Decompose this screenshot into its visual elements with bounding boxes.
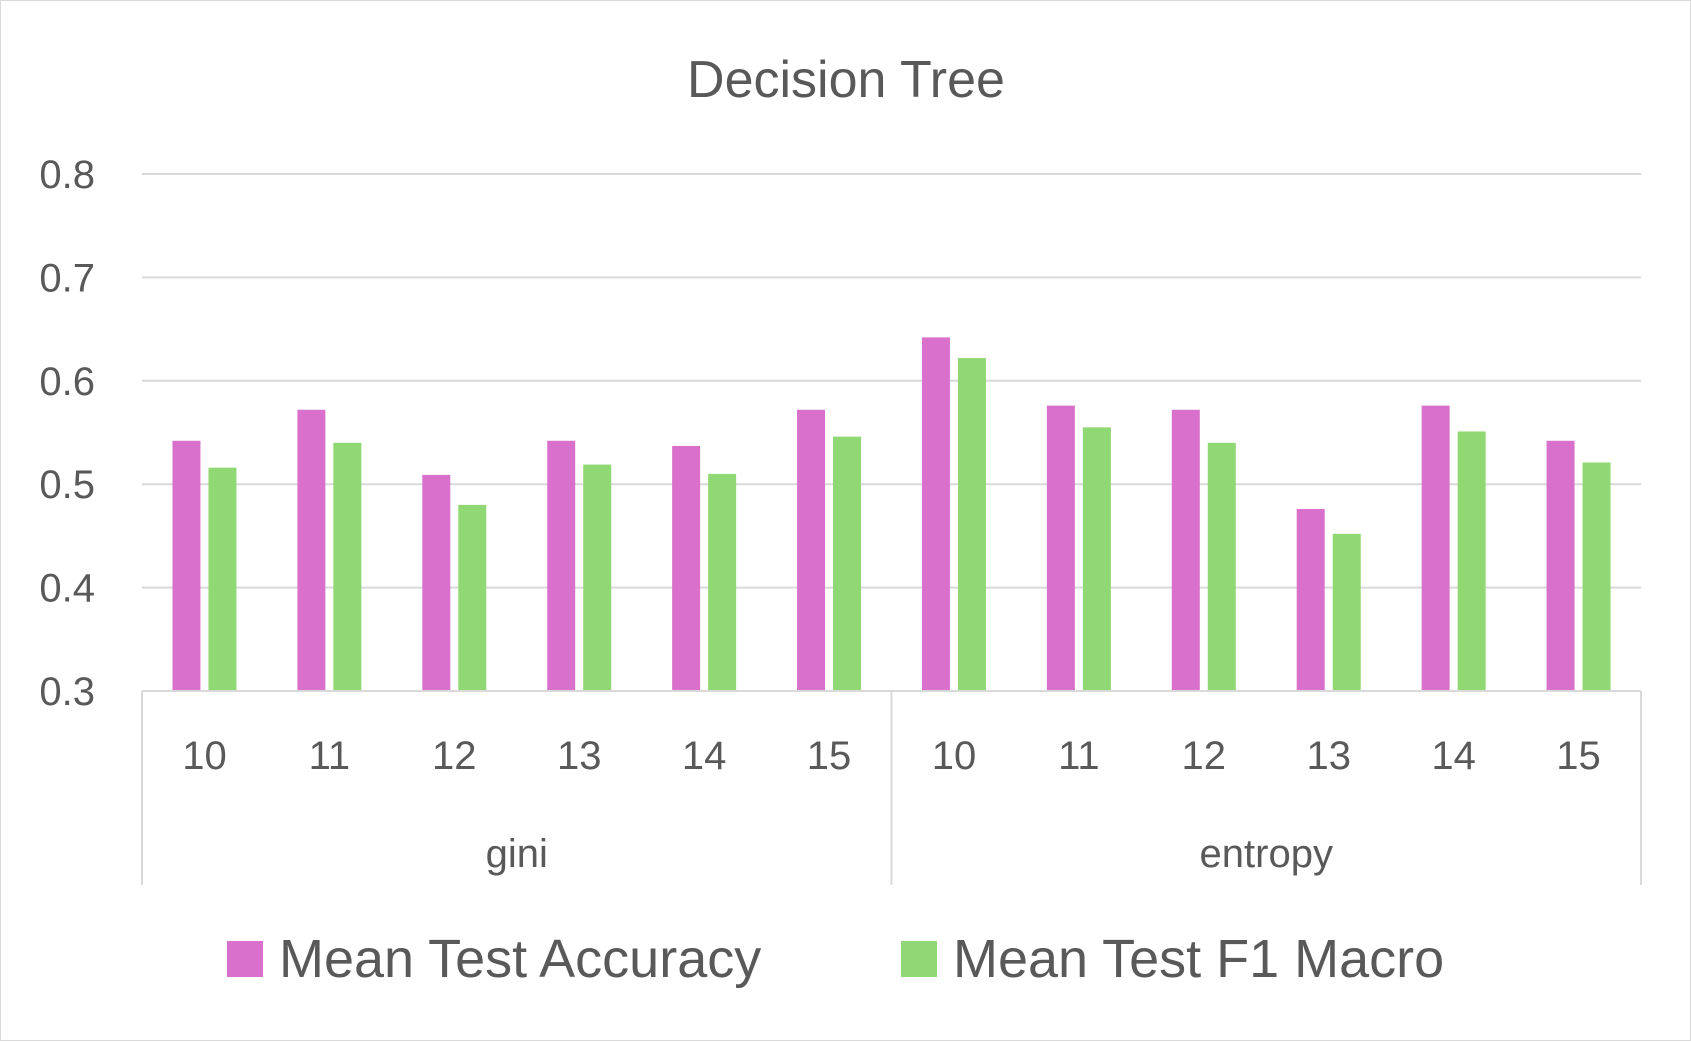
y-tick-label: 0.5 bbox=[39, 463, 95, 507]
x-tick-label: 15 bbox=[807, 734, 852, 778]
group-label: entropy bbox=[1200, 832, 1333, 876]
bar-accuracy bbox=[172, 440, 201, 691]
x-tick-label: 10 bbox=[932, 734, 977, 778]
bar-f1-macro bbox=[208, 467, 237, 691]
y-axis-ticks: 0.3 0.4 0.5 0.6 0.7 0.8 bbox=[39, 153, 95, 714]
legend-swatch bbox=[227, 941, 263, 977]
chart-title: Decision Tree bbox=[687, 51, 1005, 109]
bar-accuracy bbox=[422, 474, 451, 691]
group-label: gini bbox=[486, 832, 548, 876]
bar-f1-macro bbox=[583, 464, 612, 691]
bar-f1-macro bbox=[833, 436, 862, 691]
bar-accuracy bbox=[921, 337, 950, 691]
x-tick-label: 15 bbox=[1556, 734, 1601, 778]
x-tick-label: 11 bbox=[309, 734, 351, 778]
gridlines bbox=[142, 173, 1641, 589]
x-tick-label: 14 bbox=[682, 734, 727, 778]
x-tick-label: 12 bbox=[1182, 734, 1227, 778]
y-tick-label: 0.3 bbox=[39, 670, 95, 714]
bar-accuracy bbox=[1546, 440, 1575, 691]
x-tick-label: 12 bbox=[432, 734, 477, 778]
legend-label: Mean Test Accuracy bbox=[279, 929, 761, 989]
bars bbox=[172, 337, 1611, 691]
bar-f1-macro bbox=[708, 473, 737, 691]
legend: Mean Test Accuracy Mean Test F1 Macro bbox=[227, 929, 1444, 989]
x-tick-label: 10 bbox=[182, 734, 227, 778]
bar-f1-macro bbox=[1332, 533, 1361, 691]
bar-f1-macro bbox=[1082, 427, 1111, 691]
bar-accuracy bbox=[1296, 509, 1325, 691]
bar-accuracy bbox=[672, 445, 701, 691]
x-tick-label: 11 bbox=[1058, 734, 1100, 778]
x-tick-label: 13 bbox=[1306, 734, 1351, 778]
y-tick-label: 0.6 bbox=[39, 360, 95, 404]
bar-accuracy bbox=[1421, 405, 1450, 691]
bar-f1-macro bbox=[458, 504, 487, 691]
bar-accuracy bbox=[1046, 405, 1075, 691]
x-tick-label: 14 bbox=[1431, 734, 1476, 778]
bar-accuracy bbox=[797, 409, 826, 691]
legend-swatch bbox=[901, 941, 937, 977]
bar-f1-macro bbox=[1207, 442, 1236, 691]
bar-f1-macro bbox=[1457, 431, 1486, 691]
x-tick-label: 13 bbox=[557, 734, 602, 778]
bar-f1-macro bbox=[957, 358, 986, 691]
y-tick-label: 0.4 bbox=[39, 567, 95, 611]
legend-label: Mean Test F1 Macro bbox=[953, 929, 1444, 989]
x-axis: 10 11 12 13 14 15 10 11 12 13 14 15 gini entropy bbox=[141, 690, 1642, 885]
bar-accuracy bbox=[547, 440, 576, 691]
bar-accuracy bbox=[297, 409, 326, 691]
bar-f1-macro bbox=[333, 442, 362, 691]
bar-f1-macro bbox=[1582, 462, 1611, 691]
y-tick-label: 0.7 bbox=[39, 256, 95, 300]
y-tick-label: 0.8 bbox=[39, 153, 95, 197]
bar-accuracy bbox=[1171, 409, 1200, 691]
